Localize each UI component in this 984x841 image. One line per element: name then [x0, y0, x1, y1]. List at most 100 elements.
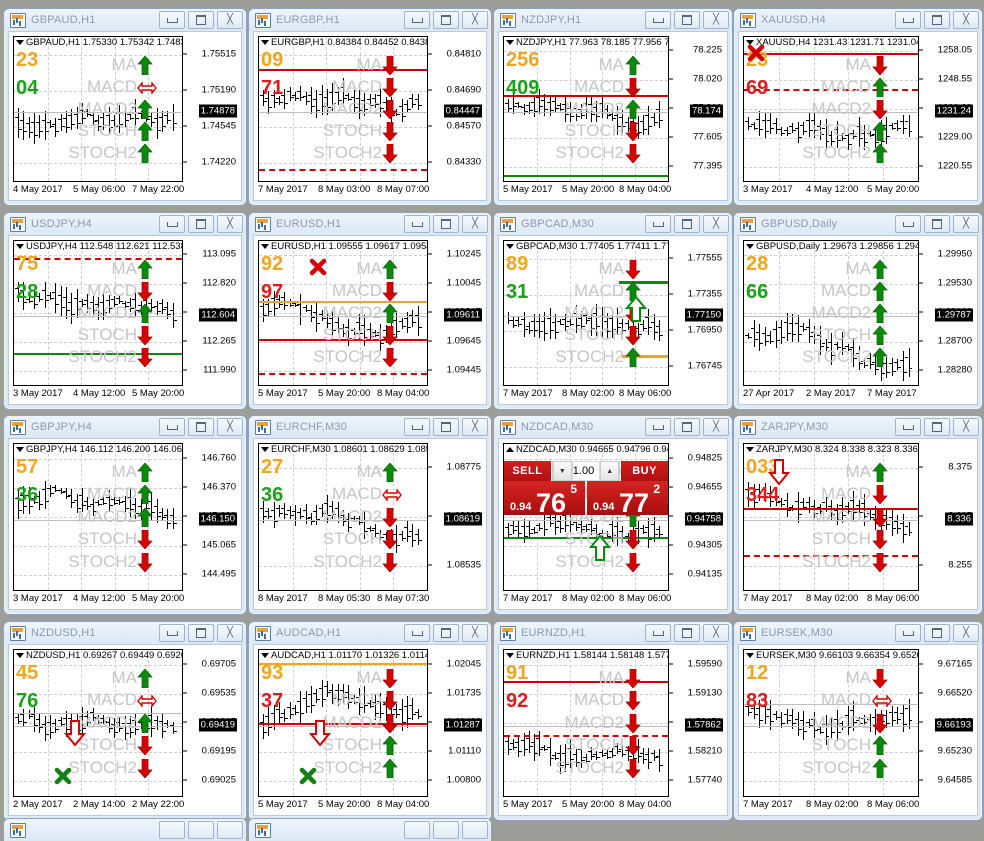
close-button[interactable]: ╳: [462, 215, 488, 233]
close-button[interactable]: ╳: [462, 418, 488, 436]
restore-button[interactable]: [924, 215, 950, 233]
close-button[interactable]: ╳: [462, 11, 488, 29]
minimize-button[interactable]: [645, 418, 671, 436]
chart-menu-triangle-icon[interactable]: [746, 39, 754, 45]
close-button[interactable]: ╳: [217, 624, 243, 642]
minimize-button[interactable]: [159, 624, 185, 642]
volume-input[interactable]: 1.00: [571, 461, 601, 481]
plot-area[interactable]: EURSEK,M30 9.66103 9.66354 9.6526 12 83 MA M…: [743, 649, 919, 797]
close-button[interactable]: ╳: [703, 418, 729, 436]
minimize-button[interactable]: [159, 418, 185, 436]
plot-area[interactable]: ZARJPY,M30 8.324 8.338 8.323 8.336 033 344…: [743, 443, 919, 591]
close-button[interactable]: ╳: [217, 418, 243, 436]
minimize-button[interactable]: [404, 11, 430, 29]
minimize-button[interactable]: [645, 215, 671, 233]
chart-menu-triangle-icon[interactable]: [16, 446, 24, 452]
minimize-button[interactable]: [159, 821, 185, 839]
minimize-button[interactable]: [159, 215, 185, 233]
restore-button[interactable]: [924, 11, 950, 29]
plot-area[interactable]: EURGBP,H1 0.84384 0.84452 0.84381 09 71 MA M…: [258, 36, 428, 182]
restore-button[interactable]: [188, 215, 214, 233]
close-button[interactable]: [462, 821, 488, 839]
buy-price-box[interactable]: 0.94 77 2: [587, 481, 668, 517]
minimize-button[interactable]: [895, 624, 921, 642]
restore-button[interactable]: [188, 821, 214, 839]
chart-body[interactable]: EURNZD,H1 1.58144 1.58148 1.57759 91 92 MA M…: [498, 644, 728, 816]
restore-button[interactable]: [674, 215, 700, 233]
one-click-trading-panel[interactable]: SELL ▼ 1.00 ▲ BUY 0.94 76 5 0.94 77 2: [504, 461, 668, 517]
minimize-button[interactable]: [404, 624, 430, 642]
plot-area[interactable]: GBPJPY,H4 146.112 146.200 146.066 57 36 MA M…: [13, 443, 183, 591]
chart-canvas[interactable]: GBPAUD,H1 1.75330 1.75342 1.74834 23 04 MA M…: [13, 36, 237, 198]
restore-button[interactable]: [433, 215, 459, 233]
chart-body[interactable]: EURSEK,M30 9.66103 9.66354 9.6526 12 83 MA M…: [738, 644, 978, 816]
chart-body[interactable]: GBPAUD,H1 1.75330 1.75342 1.74834 23 04 MA M…: [8, 31, 242, 201]
chart-menu-triangle-icon[interactable]: [746, 446, 754, 452]
chart-canvas[interactable]: EURNZD,H1 1.58144 1.58148 1.57759 91 92 MA M…: [503, 649, 723, 813]
chart-menu-triangle-icon[interactable]: [746, 652, 754, 658]
chart-menu-triangle-icon[interactable]: [746, 243, 754, 249]
chart-menu-triangle-icon[interactable]: [506, 652, 514, 658]
chart-body[interactable]: GBPUSD,Daily 1.29673 1.29856 1.294 28 66 MA…: [738, 235, 978, 405]
chart-canvas[interactable]: NZDUSD,H1 0.69267 0.69449 0.69264 45 76 MA M…: [13, 649, 237, 813]
chart-canvas[interactable]: NZDCAD,M30 0.94665 0.94796 0.946MAMACDMA…: [503, 443, 723, 607]
chart-menu-triangle-icon[interactable]: [261, 446, 269, 452]
plot-area[interactable]: USDJPY,H4 112.548 112.621 112.538 75 28 MA M…: [13, 240, 183, 386]
chart-body[interactable]: NZDUSD,H1 0.69267 0.69449 0.69264 45 76 MA M…: [8, 644, 242, 816]
chart-menu-triangle-icon[interactable]: [506, 39, 514, 45]
chart-canvas[interactable]: ZARJPY,M30 8.324 8.338 8.323 8.336 033 344…: [743, 443, 973, 607]
chart-body[interactable]: NZDJPY,H1 77.963 78.185 77.956 78.1 256 40…: [498, 31, 728, 201]
plot-area[interactable]: GBPUSD,Daily 1.29673 1.29856 1.294 28 66 MA…: [743, 240, 919, 386]
minimize-button[interactable]: [645, 624, 671, 642]
restore-button[interactable]: [188, 11, 214, 29]
volume-dropdown-button[interactable]: ▼: [552, 461, 572, 481]
chart-canvas[interactable]: GBPUSD,Daily 1.29673 1.29856 1.294 28 66 MA…: [743, 240, 973, 402]
chart-canvas[interactable]: EURCHF,M30 1.08601 1.08629 1.0852 27 36 MA M…: [258, 443, 482, 607]
chart-canvas[interactable]: USDJPY,H4 112.548 112.621 112.538 75 28 MA M…: [13, 240, 237, 402]
close-button[interactable]: ╳: [462, 624, 488, 642]
buy-button[interactable]: BUY: [621, 461, 668, 481]
chart-body[interactable]: AUDCAD,H1 1.01170 1.01326 1.0114 93 37 MA MA…: [253, 644, 487, 816]
chart-body[interactable]: GBPCAD,M30 1.77405 1.77411 1.771 89 31 MA MA…: [498, 235, 728, 405]
chart-canvas[interactable]: GBPCAD,M30 1.77405 1.77411 1.771 89 31 MA MA…: [503, 240, 723, 402]
sell-price-box[interactable]: 0.94 76 5: [504, 481, 585, 517]
chart-canvas[interactable]: EURUSD,H1 1.09555 1.09617 1.09546 92 97 MA M…: [258, 240, 482, 402]
chart-canvas[interactable]: XAUUSD,H4 1231.43 1231.71 1231.04 23 69 MA M…: [743, 36, 973, 198]
sell-button[interactable]: SELL: [504, 461, 551, 481]
plot-area[interactable]: NZDJPY,H1 77.963 78.185 77.956 78.1 256 40…: [503, 36, 669, 182]
minimize-button[interactable]: [159, 11, 185, 29]
plot-area[interactable]: EURCHF,M30 1.08601 1.08629 1.0852 27 36 MA M…: [258, 443, 428, 591]
plot-area[interactable]: EURNZD,H1 1.58144 1.58148 1.57759 91 92 MA M…: [503, 649, 669, 797]
restore-button[interactable]: [433, 624, 459, 642]
close-button[interactable]: ╳: [703, 624, 729, 642]
chart-canvas[interactable]: GBPJPY,H4 146.112 146.200 146.066 57 36 MA M…: [13, 443, 237, 607]
chart-body[interactable]: NZDCAD,M30 0.94665 0.94796 0.946MAMACDMA…: [498, 438, 728, 610]
chart-menu-triangle-icon[interactable]: [261, 243, 269, 249]
close-button[interactable]: ╳: [953, 418, 979, 436]
chart-canvas[interactable]: NZDJPY,H1 77.963 78.185 77.956 78.1 256 40…: [503, 36, 723, 198]
restore-button[interactable]: [433, 821, 459, 839]
restore-button[interactable]: [674, 11, 700, 29]
close-button[interactable]: ╳: [703, 215, 729, 233]
close-button[interactable]: ╳: [953, 624, 979, 642]
chart-body[interactable]: EURUSD,H1 1.09555 1.09617 1.09546 92 97 MA M…: [253, 235, 487, 405]
restore-button[interactable]: [674, 624, 700, 642]
plot-area[interactable]: AUDCAD,H1 1.01170 1.01326 1.0114 93 37 MA MA…: [258, 649, 428, 797]
plot-area[interactable]: GBPCAD,M30 1.77405 1.77411 1.771 89 31 MA MA…: [503, 240, 669, 386]
minimize-button[interactable]: [895, 418, 921, 436]
chart-menu-triangle-icon[interactable]: [16, 39, 24, 45]
close-button[interactable]: [217, 821, 243, 839]
minimize-button[interactable]: [404, 418, 430, 436]
plot-area[interactable]: EURUSD,H1 1.09555 1.09617 1.09546 92 97 MA M…: [258, 240, 428, 386]
restore-button[interactable]: [433, 11, 459, 29]
restore-button[interactable]: [674, 418, 700, 436]
chart-canvas[interactable]: AUDCAD,H1 1.01170 1.01326 1.0114 93 37 MA MA…: [258, 649, 482, 813]
chart-body[interactable]: EURCHF,M30 1.08601 1.08629 1.0852 27 36 MA M…: [253, 438, 487, 610]
chart-canvas[interactable]: EURSEK,M30 9.66103 9.66354 9.6526 12 83 MA M…: [743, 649, 973, 813]
restore-button[interactable]: [924, 624, 950, 642]
chart-body[interactable]: GBPJPY,H4 146.112 146.200 146.066 57 36 MA M…: [8, 438, 242, 610]
volume-input-group[interactable]: ▼ 1.00 ▲: [551, 461, 621, 481]
chart-menu-triangle-icon[interactable]: [506, 243, 514, 249]
chart-body[interactable]: EURGBP,H1 0.84384 0.84452 0.84381 09 71 MA M…: [253, 31, 487, 201]
chart-menu-triangle-icon[interactable]: [16, 652, 24, 658]
